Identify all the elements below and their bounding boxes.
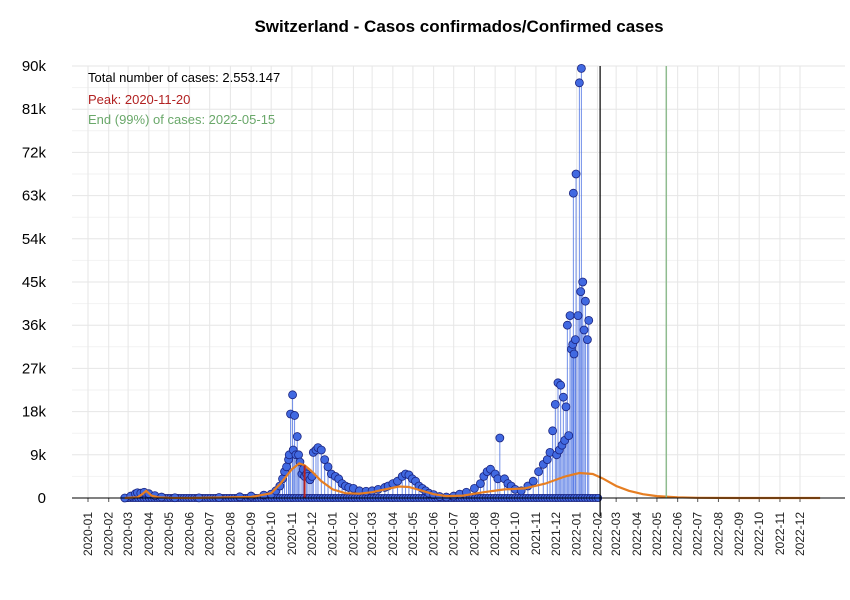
end-annotation: End (99%) of cases: 2022-05-15 (88, 112, 275, 127)
x-axis-ticks: 2020-01 2020-02 2020-03 2020-04 2020-05 2020-… (81, 498, 807, 556)
y-tick-label: 18k (22, 404, 47, 421)
x-tick-label: 2022-05 (650, 512, 664, 556)
x-tick-label: 2020-12 (305, 512, 319, 556)
x-tick-label: 2021-09 (488, 512, 502, 556)
daily-point (558, 392, 568, 402)
peak-annotation: Peak: 2020-11-20 (88, 92, 190, 107)
x-tick-label: 2022-03 (609, 512, 623, 556)
x-tick-label: 2022-10 (752, 512, 766, 556)
x-tick-label: 2022-07 (691, 512, 705, 556)
fit-line (124, 462, 821, 500)
daily-point (574, 78, 584, 88)
x-tick-label: 2022-04 (630, 512, 644, 556)
y-tick-label: 0 (38, 490, 46, 507)
daily-point (290, 411, 299, 420)
x-tick-label: 2022-01 (570, 512, 584, 556)
y-tick-label: 63k (22, 188, 47, 205)
grid (72, 65, 845, 499)
daily-point (569, 349, 579, 359)
daily-point (580, 296, 590, 306)
total-cases-annotation: Total number of cases: 2.553.147 (88, 70, 280, 85)
x-tick-label: 2021-12 (549, 512, 563, 556)
x-tick-label: 2021-08 (467, 512, 481, 556)
x-tick-label: 2021-05 (406, 512, 420, 556)
y-tick-label: 81k (22, 101, 47, 118)
daily-point (565, 311, 575, 321)
y-axis-ticks: 0 9k 18k 27k 36k 45k 54k 63k 72k 81k 90k (22, 58, 47, 507)
fit-curve (124, 462, 821, 500)
daily-point (323, 462, 333, 472)
x-tick-label: 2022-06 (671, 512, 685, 556)
daily-point (495, 433, 505, 443)
x-tick-label: 2021-07 (447, 512, 461, 556)
daily-point (564, 431, 574, 441)
y-tick-label: 9k (30, 447, 46, 464)
y-tick-label: 72k (22, 144, 47, 161)
y-tick-label: 36k (22, 317, 47, 334)
daily-point (583, 335, 592, 345)
x-tick-label: 2020-04 (142, 512, 156, 556)
daily-point (578, 277, 588, 287)
x-tick-label: 2022-08 (711, 512, 725, 556)
x-tick-label: 2020-10 (264, 512, 278, 556)
x-tick-label: 2021-11 (529, 512, 543, 555)
x-tick-label: 2020-06 (183, 512, 197, 556)
y-tick-label: 54k (22, 231, 47, 248)
daily-point (470, 483, 479, 493)
daily-point (534, 467, 543, 477)
daily-point (476, 479, 485, 489)
daily-point (571, 169, 581, 179)
y-tick-label: 45k (22, 274, 47, 291)
x-tick-label: 2020-09 (244, 512, 258, 556)
x-tick-label: 2021-01 (326, 512, 340, 556)
daily-point (579, 325, 589, 335)
daily-point (528, 476, 538, 486)
x-tick-label: 2020-11 (285, 512, 299, 555)
x-tick-label: 2020-02 (102, 512, 116, 556)
daily-point (548, 426, 558, 436)
x-tick-label: 2020-07 (203, 512, 217, 556)
daily-point (292, 432, 302, 441)
y-tick-label: 90k (22, 58, 47, 75)
daily-point (320, 455, 330, 465)
y-tick-label: 27k (22, 360, 47, 377)
daily-point (562, 320, 572, 330)
daily-point (550, 399, 560, 409)
x-tick-label: 2020-01 (81, 512, 95, 556)
daily-point (576, 287, 586, 297)
daily-point (584, 315, 594, 325)
x-tick-label: 2020-08 (223, 512, 237, 556)
daily-point (294, 450, 303, 460)
x-tick-label: 2021-02 (346, 512, 360, 556)
x-tick-label: 2021-10 (508, 512, 522, 556)
x-tick-label: 2021-03 (365, 512, 379, 556)
daily-point (542, 455, 552, 465)
x-tick-label: 2022-02 (590, 512, 604, 556)
x-tick-label: 2022-12 (793, 512, 807, 556)
daily-point (576, 64, 586, 73)
daily-point (561, 402, 571, 412)
daily-point (282, 462, 291, 472)
annotations: Total number of cases: 2.553.147 Peak: 2… (88, 70, 280, 127)
x-tick-label: 2022-09 (732, 512, 746, 556)
x-tick-label: 2020-05 (162, 512, 176, 556)
daily-point (288, 390, 297, 400)
daily-point (573, 311, 583, 321)
chart-title: Switzerland - Casos confirmados/Confirme… (254, 17, 663, 36)
x-tick-label: 2021-06 (427, 512, 441, 556)
daily-points (120, 64, 603, 503)
x-tick-label: 2022-11 (773, 512, 787, 555)
daily-point (556, 380, 566, 390)
daily-point (316, 445, 326, 455)
x-tick-label: 2020-03 (121, 512, 135, 556)
daily-point (568, 188, 578, 198)
x-tick-label: 2021-04 (386, 512, 400, 556)
marker-lines (303, 66, 668, 516)
daily-point (570, 335, 580, 345)
